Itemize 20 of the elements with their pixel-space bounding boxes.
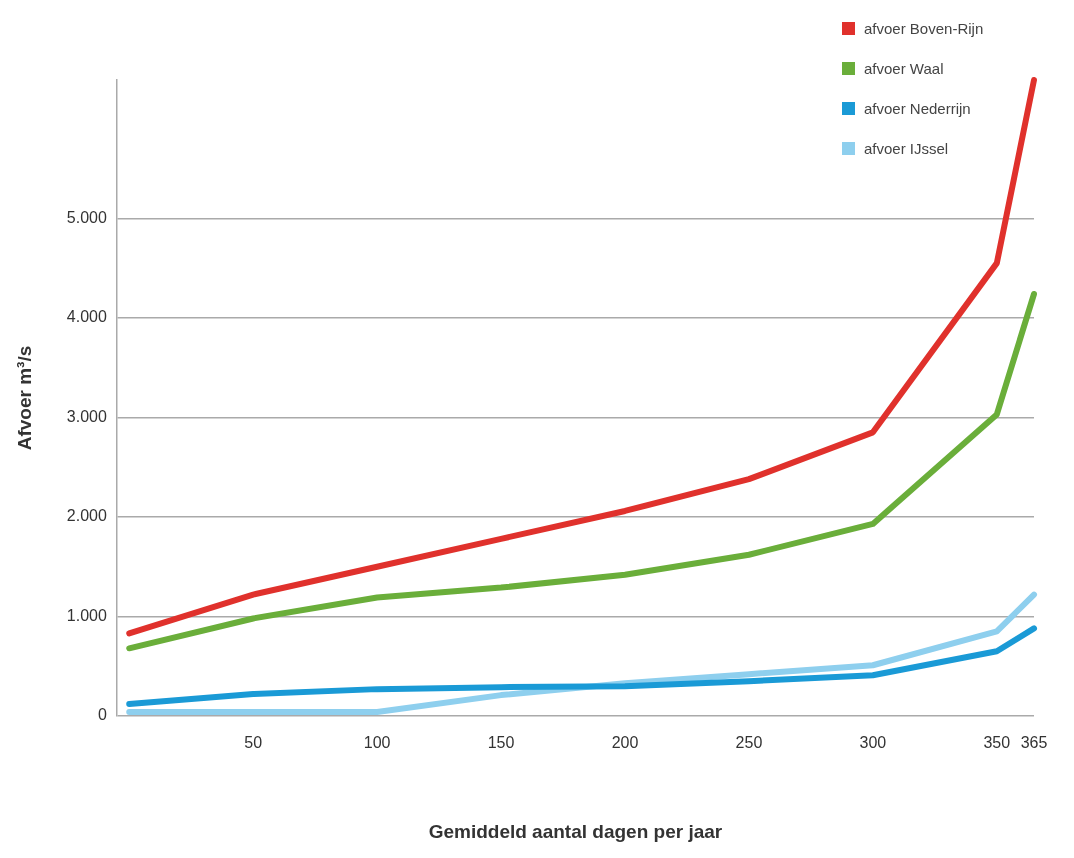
y-tick-label: 5.000 <box>66 208 107 226</box>
x-tick-label: 365 <box>1020 734 1048 752</box>
x-tick-label: 200 <box>611 734 639 752</box>
x-tick-label: 250 <box>735 734 763 752</box>
y-tick-label: 2.000 <box>66 507 107 525</box>
y-axis-title: Afvoer m³/s <box>13 345 35 451</box>
legend-label: afvoer Nederrijn <box>864 99 971 117</box>
x-tick-label: 350 <box>983 734 1011 752</box>
y-tick-label: 1.000 <box>66 606 107 624</box>
x-tick-label: 50 <box>244 734 263 752</box>
x-axis-title: Gemiddeld aantal dagen per jaar <box>428 820 723 842</box>
x-tick-label: 150 <box>487 734 515 752</box>
x-tick-label: 100 <box>363 734 391 752</box>
y-tick-label: 4.000 <box>66 308 107 326</box>
y-tick-label: 0 <box>97 706 107 724</box>
legend-label: afvoer Waal <box>864 59 944 77</box>
x-tick-label: 300 <box>859 734 887 752</box>
y-tick-label: 3.000 <box>66 407 107 425</box>
legend-label: afvoer Boven-Rijn <box>864 19 984 37</box>
legend-label: afvoer IJssel <box>864 139 949 157</box>
